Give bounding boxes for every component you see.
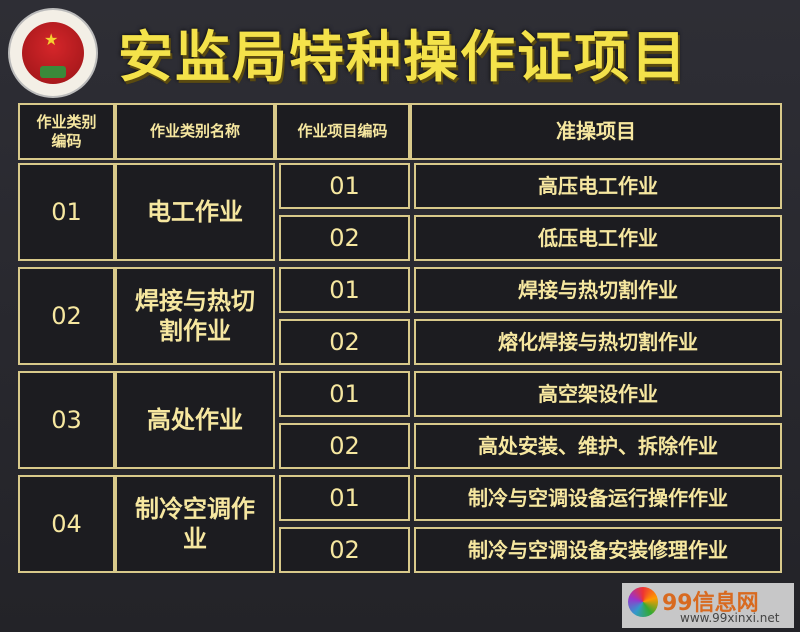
item-code-cell-text: 02 xyxy=(329,432,360,460)
category-code-cell: 04 xyxy=(18,475,115,573)
item-name-cell: 高空架设作业 xyxy=(414,371,782,417)
item-name-cell-text: 高处安装、维护、拆除作业 xyxy=(478,433,718,458)
header-cell: 准操项目 xyxy=(410,103,782,160)
item-code-cell-text: 01 xyxy=(329,380,360,408)
item-name-cell: 制冷与空调设备运行操作作业 xyxy=(414,475,782,521)
item-name-cell: 焊接与热切割作业 xyxy=(414,267,782,313)
item-name-cell-text: 制冷与空调设备运行操作作业 xyxy=(468,485,728,510)
item-name-cell: 高压电工作业 xyxy=(414,163,782,209)
watermark-logo-icon xyxy=(628,587,658,617)
category-name-cell-text: 焊接与热切割作业 xyxy=(135,287,255,345)
safety-administration-emblem: ★ xyxy=(10,10,96,96)
item-code-cell: 02 xyxy=(279,319,410,365)
item-code-cell: 02 xyxy=(279,215,410,261)
item-name-cell: 熔化焊接与热切割作业 xyxy=(414,319,782,365)
watermark-name: 99信息网 xyxy=(662,591,759,616)
header-cell-text: 作业类别名称 xyxy=(149,122,240,141)
item-name-cell-text: 熔化焊接与热切割作业 xyxy=(498,329,698,354)
category-name-cell: 制冷空调作业 xyxy=(115,475,275,573)
category-code-cell: 03 xyxy=(18,371,115,469)
item-name-cell-text: 高空架设作业 xyxy=(538,381,658,406)
item-name-cell-text: 焊接与热切割作业 xyxy=(518,277,678,302)
category-name-cell: 高处作业 xyxy=(115,371,275,469)
item-code-cell-text: 02 xyxy=(329,536,360,564)
item-code-cell-text: 02 xyxy=(329,328,360,356)
item-code-cell: 02 xyxy=(279,423,410,469)
category-name-cell-text: 电工作业 xyxy=(147,198,243,226)
item-code-cell-text: 02 xyxy=(329,224,360,252)
item-name-cell-text: 高压电工作业 xyxy=(538,173,658,198)
page-title: 安监局特种操作证项目 xyxy=(118,25,689,89)
header-cell-text: 作业类别编码 xyxy=(36,112,97,150)
item-code-cell-text: 01 xyxy=(329,276,360,304)
category-code-cell-text: 04 xyxy=(51,510,82,538)
item-name-cell: 高处安装、维护、拆除作业 xyxy=(414,423,782,469)
category-code-cell: 02 xyxy=(18,267,115,365)
watermark-url: www.99xinxi.net xyxy=(680,611,780,625)
category-name-cell-text: 制冷空调作业 xyxy=(135,495,255,553)
category-code-cell-text: 03 xyxy=(51,406,82,434)
category-name-cell: 电工作业 xyxy=(115,163,275,261)
item-code-cell: 01 xyxy=(279,163,410,209)
item-code-cell: 01 xyxy=(279,475,410,521)
item-name-cell-text: 低压电工作业 xyxy=(538,225,658,250)
category-name-cell-text: 高处作业 xyxy=(147,406,243,434)
header-cell: 作业类别编码 xyxy=(18,103,115,160)
category-name-cell: 焊接与热切割作业 xyxy=(115,267,275,365)
category-code-cell-text: 02 xyxy=(51,302,82,330)
item-code-cell: 02 xyxy=(279,527,410,573)
watermark: 99信息网 www.99xinxi.net xyxy=(622,583,794,628)
item-code-cell-text: 01 xyxy=(329,484,360,512)
item-code-cell-text: 01 xyxy=(329,172,360,200)
header-cell-text: 作业项目编码 xyxy=(297,122,388,141)
category-code-cell-text: 01 xyxy=(51,198,82,226)
item-code-cell: 01 xyxy=(279,371,410,417)
item-name-cell: 制冷与空调设备安装修理作业 xyxy=(414,527,782,573)
item-name-cell-text: 制冷与空调设备安装修理作业 xyxy=(468,537,728,562)
item-code-cell: 01 xyxy=(279,267,410,313)
header-cell: 作业项目编码 xyxy=(275,103,410,160)
header-cell: 作业类别名称 xyxy=(115,103,275,160)
item-name-cell: 低压电工作业 xyxy=(414,215,782,261)
category-code-cell: 01 xyxy=(18,163,115,261)
header-cell-text: 准操项目 xyxy=(556,119,636,143)
